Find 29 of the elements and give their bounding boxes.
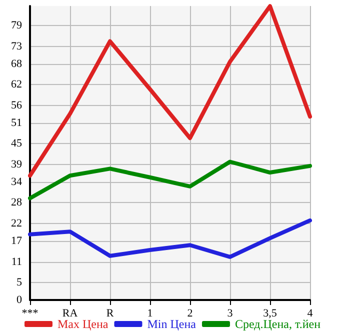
y-tick-label: 5	[16, 276, 22, 289]
x-tick-label: ***	[22, 308, 38, 320]
legend-label: Min Цена	[147, 317, 197, 331]
y-tick-label: 28	[11, 196, 22, 209]
y-tick-label: 39	[11, 158, 22, 171]
y-tick-label: 56	[11, 99, 22, 112]
x-tick-label: 3	[227, 308, 234, 320]
y-tick-label: 79	[11, 20, 22, 32]
x-tick-label: 1	[147, 308, 153, 320]
y-tick-label: 51	[11, 116, 22, 129]
line-series	[28, 218, 312, 259]
y-tick-label: 73	[11, 40, 22, 52]
y-tick-label: 17	[11, 234, 22, 247]
x-tick-label: 2	[187, 308, 193, 320]
y-tick-label: 45	[11, 138, 22, 150]
x-tick-label: 3,5	[263, 308, 278, 320]
legend-label: Сред.Цена, т.йен	[234, 317, 322, 331]
y-tick-label: 68	[11, 58, 22, 70]
line-series	[28, 160, 312, 200]
x-tick-label: RA	[62, 308, 78, 320]
y-tick-label: 22	[11, 218, 22, 230]
y-tick-label: 62	[11, 78, 22, 91]
y-tick-label: 11	[11, 256, 22, 268]
y-tick-label: 0	[16, 294, 22, 306]
legend-label: Max Цена	[57, 317, 109, 331]
x-tick-label: R	[106, 308, 114, 320]
line-series	[28, 4, 312, 178]
x-tick-label: 4	[307, 308, 314, 320]
y-tick-label: 34	[11, 176, 22, 188]
